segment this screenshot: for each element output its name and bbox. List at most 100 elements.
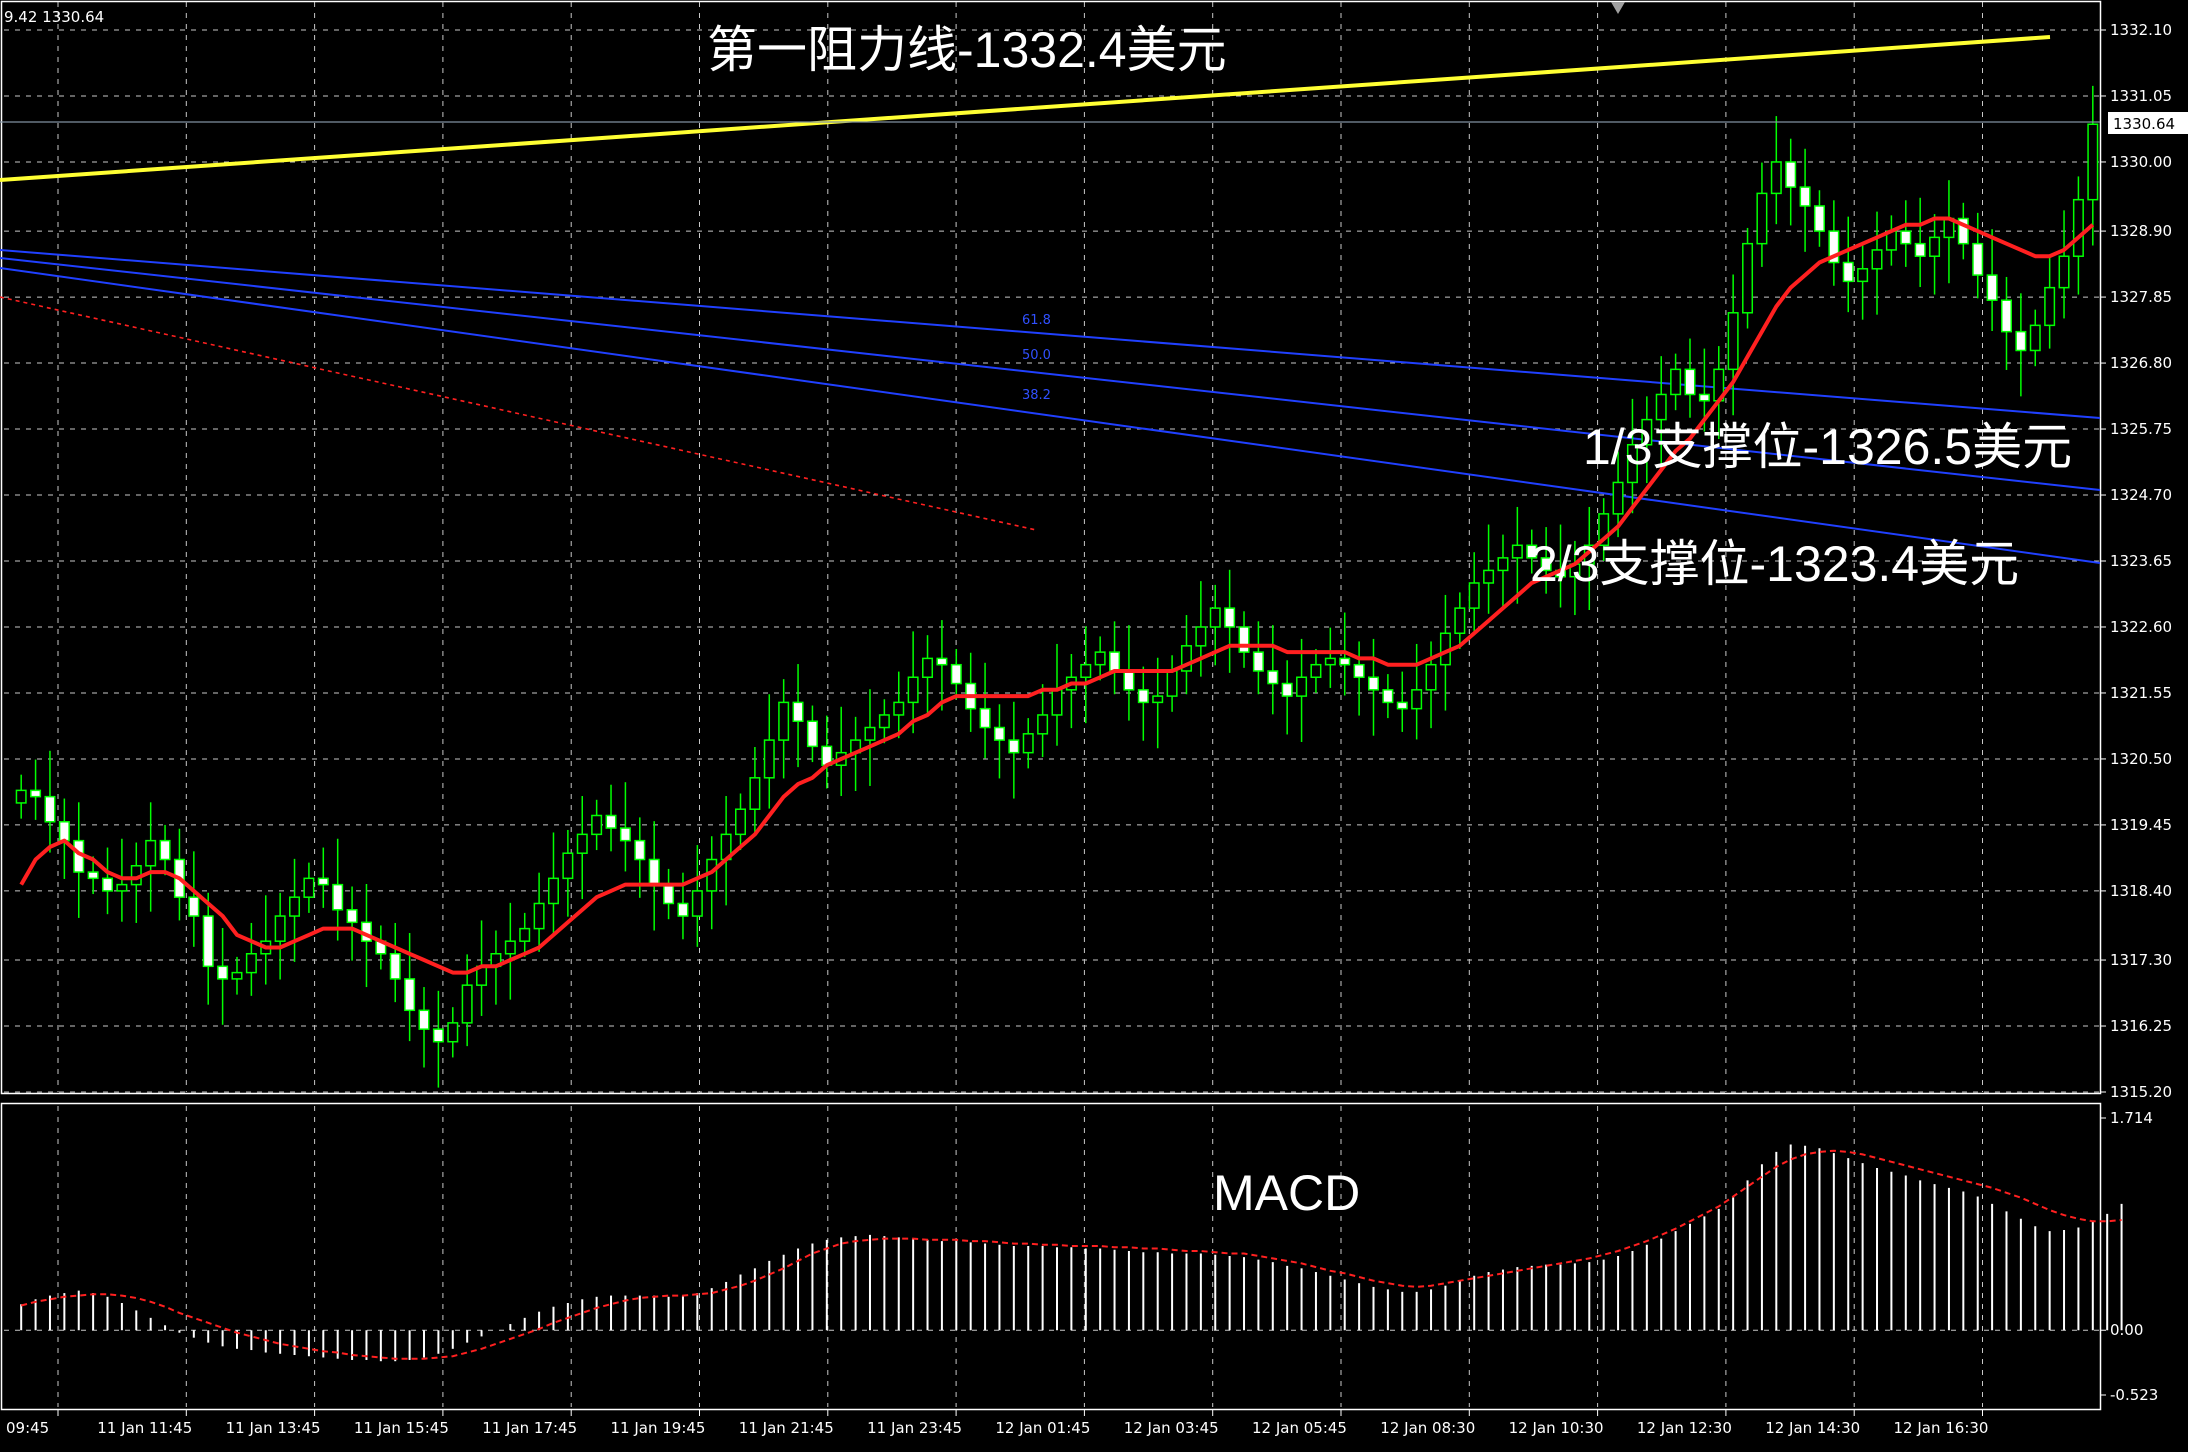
resistance-line[interactable] xyxy=(0,35,2051,182)
candle-bull xyxy=(1468,582,1480,609)
price-tick-label: 1331.05 xyxy=(2110,87,2172,105)
time-tick-label: 11 Jan 23:45 xyxy=(867,1419,962,1437)
candle-bear xyxy=(1281,682,1293,697)
time-tick-label: 11 Jan 13:45 xyxy=(226,1419,321,1437)
candle-bear xyxy=(1540,557,1552,572)
candle-bull xyxy=(2072,198,2084,257)
candle-bear xyxy=(1267,670,1279,685)
candle-bull xyxy=(1483,569,1495,584)
support-2-3-annotation: 2/3支撑位-1323.4美元 xyxy=(1530,536,2019,592)
candle-bear xyxy=(1109,651,1121,672)
candle-bull xyxy=(763,739,775,779)
candle-bull xyxy=(533,902,545,930)
candle-bull xyxy=(447,1022,459,1043)
candle-bull xyxy=(893,701,905,716)
candle-bear xyxy=(806,720,818,748)
candle-bear xyxy=(1698,393,1710,402)
candle-bull xyxy=(691,890,703,917)
candle-bull xyxy=(245,953,257,974)
candle-bear xyxy=(1526,544,1538,559)
price-tick-label: 1322.60 xyxy=(2110,618,2172,636)
candle-bull xyxy=(1770,161,1782,195)
time-tick-label: 12 Jan 14:30 xyxy=(1765,1419,1860,1437)
candle-bear xyxy=(648,858,660,886)
candle-bear xyxy=(1353,663,1365,679)
fib-label-50-0: 50.0 xyxy=(1022,348,1051,363)
candle-bull xyxy=(116,883,128,892)
candle-bear xyxy=(30,789,42,798)
candle-bear xyxy=(1799,186,1811,207)
time-tick-label: 12 Jan 16:30 xyxy=(1894,1419,1989,1437)
candle-bull xyxy=(749,777,761,810)
moving-average-line xyxy=(19,216,2095,975)
candle-bull xyxy=(1180,645,1192,672)
resistance-annotation: 第一阻力线-1332.4美元 xyxy=(707,22,1227,78)
candle-bull xyxy=(1857,268,1869,283)
candle-bull xyxy=(231,971,243,980)
candle-bull xyxy=(1497,557,1509,572)
candle-bull xyxy=(1324,657,1336,666)
candle-bull xyxy=(1022,733,1034,754)
price-tick-label: 1318.40 xyxy=(2110,882,2172,900)
candle-bull xyxy=(1655,393,1667,421)
candle-bull xyxy=(1871,249,1883,270)
fibonacci-lines[interactable] xyxy=(0,249,2101,564)
main-pane-frame xyxy=(0,0,2102,1095)
candle-bear xyxy=(389,953,401,980)
candle-bear xyxy=(1224,607,1236,628)
candle-bear xyxy=(188,896,200,917)
candle-bear xyxy=(1367,676,1379,691)
candle-bear xyxy=(634,839,646,861)
fib-line-61-8[interactable] xyxy=(0,249,2101,419)
candle-bear xyxy=(950,663,962,685)
time-tick-label: 09:45 xyxy=(6,1419,49,1437)
candle-bull xyxy=(519,927,531,942)
fib-label-61-8: 61.8 xyxy=(1022,313,1051,328)
fib-line-38-2[interactable] xyxy=(0,267,2101,564)
candle-bear xyxy=(317,877,329,886)
fib-line-50-0[interactable] xyxy=(0,257,2101,491)
time-tick-label: 12 Jan 12:30 xyxy=(1637,1419,1732,1437)
candle-bear xyxy=(1914,242,1926,257)
candle-bear xyxy=(979,707,991,729)
candle-bear xyxy=(1008,739,1020,754)
price-tick-label: 1316.25 xyxy=(2110,1017,2172,1035)
period-separator-marker xyxy=(1611,2,1625,14)
candle-bull xyxy=(145,839,157,867)
time-tick-label: 11 Jan 21:45 xyxy=(739,1419,834,1437)
candle-bear xyxy=(1972,242,1984,276)
candle-bull xyxy=(461,984,473,1024)
candle-bull xyxy=(1425,663,1437,691)
candle-bull xyxy=(907,676,919,704)
candle-bear xyxy=(1842,261,1854,283)
time-tick-label: 12 Jan 01:45 xyxy=(995,1419,1090,1437)
dotted-trend-line[interactable] xyxy=(0,296,1037,531)
candle-bull xyxy=(1727,312,1739,371)
candle-bear xyxy=(2000,299,2012,333)
candle-bear xyxy=(1828,230,1840,264)
current-price-tag xyxy=(2108,112,2188,134)
time-axis: 09:45 11 Jan 11:45 11 Jan 13:45 11 Jan 15:4… xyxy=(6,1410,1988,1437)
macd-tick-label: -0.523 xyxy=(2110,1386,2158,1404)
candle-bear xyxy=(619,827,631,842)
price-readout: 9.42 1330.64 xyxy=(4,8,104,26)
time-tick-label: 11 Jan 17:45 xyxy=(482,1419,577,1437)
price-tick-label: 1327.85 xyxy=(2110,288,2172,306)
candle-bear xyxy=(404,978,416,1012)
macd-tick-label: 0.00 xyxy=(2110,1321,2143,1339)
candle-bull xyxy=(591,814,603,836)
candle-bull xyxy=(15,789,27,804)
candle-bear xyxy=(102,877,114,892)
candle-bull xyxy=(1037,714,1049,735)
candlestick-series xyxy=(15,85,2099,1088)
candle-bull xyxy=(1152,695,1164,704)
candle-bear xyxy=(332,883,344,911)
time-tick-label: 11 Jan 19:45 xyxy=(611,1419,706,1437)
candle-bear xyxy=(605,814,617,829)
candle-bear xyxy=(1684,368,1696,396)
price-tick-label: 1315.20 xyxy=(2110,1083,2172,1101)
candle-bull xyxy=(1195,626,1207,647)
macd-histogram xyxy=(20,1144,2123,1362)
time-tick-label: 12 Jan 10:30 xyxy=(1509,1419,1604,1437)
